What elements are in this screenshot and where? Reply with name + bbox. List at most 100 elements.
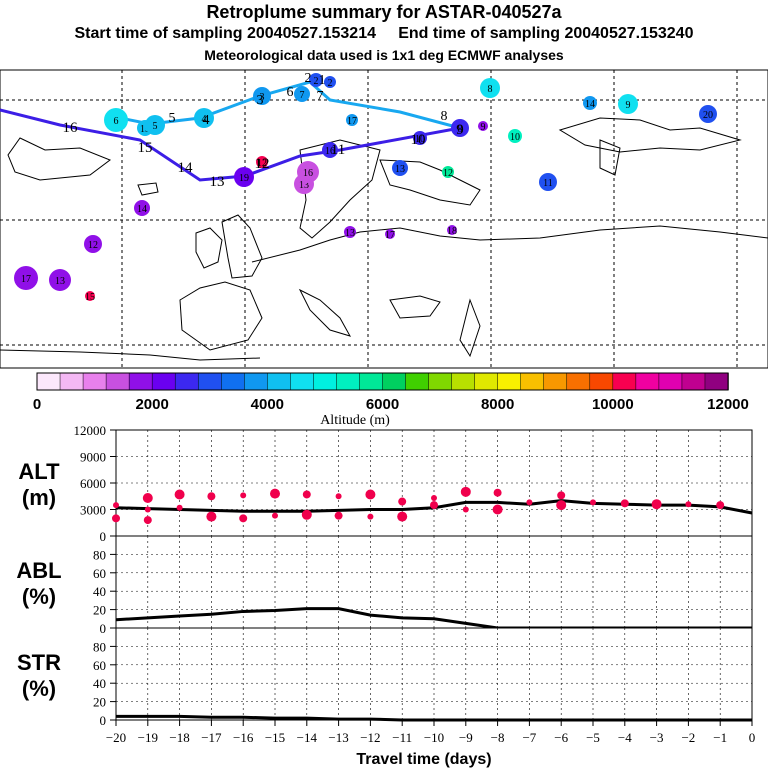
- x-tick-label: −13: [328, 730, 348, 745]
- colorbar-tick-label: 12000: [707, 396, 749, 413]
- cluster-label: 13: [55, 276, 65, 287]
- colorbar-cell: [197, 372, 223, 391]
- cluster-circle: [14, 266, 38, 290]
- cluster-circle: [385, 229, 395, 239]
- cluster-circle: [699, 105, 717, 123]
- panel-alt: 0 3000 6000 9000 12000 ALT(m): [18, 423, 753, 544]
- altitude-cluster-point: [651, 499, 662, 510]
- cluster-label: 11: [543, 178, 553, 189]
- colorbar-tick-label: 2000: [135, 396, 168, 413]
- cluster-circle: [478, 121, 488, 131]
- iceland-coast: [137, 182, 159, 196]
- caspian-coast: [459, 298, 481, 358]
- altitude-cluster-point: [492, 504, 503, 515]
- track-label-10: 10: [411, 132, 426, 148]
- colorbar-title: Altitude (m): [320, 413, 390, 428]
- cluster-label: 9: [481, 122, 486, 133]
- track-label-2: 2: [305, 71, 312, 86]
- x-tick-label: −1: [713, 730, 727, 745]
- colorbar-cell: [105, 372, 130, 391]
- altitude-cluster-point: [176, 504, 183, 511]
- met-data-note: Meteorological data used is 1x1 deg ECMW…: [204, 47, 564, 63]
- track-label-5: 5: [169, 111, 176, 126]
- altitude-cluster-point: [240, 492, 247, 499]
- retroplume-map: 8899101011121212131313131414151516161717…: [0, 69, 768, 369]
- x-tick-label: −15: [265, 730, 285, 745]
- colorbar-cell: [382, 372, 407, 391]
- cluster-label: 16: [325, 146, 335, 157]
- cluster-circle: [322, 142, 338, 158]
- colorbar-cell: [589, 372, 614, 391]
- altitude-cluster-point: [557, 491, 566, 500]
- altitude-cluster-point: [590, 499, 596, 506]
- cluster-label: 13: [345, 228, 355, 239]
- altitude-cluster-point: [398, 497, 407, 506]
- cluster-label: 17: [347, 116, 357, 127]
- black-sea-coast: [389, 295, 441, 319]
- x-tick-label: −19: [138, 730, 158, 745]
- y-axis-label: ABL: [16, 558, 61, 583]
- colorbar-cell: [128, 372, 153, 391]
- y-tick-label: 80: [93, 639, 106, 654]
- track-label-13: 13: [210, 174, 225, 190]
- colorbar-tick-label: 0: [33, 396, 41, 413]
- britain-coast: [221, 214, 263, 279]
- map-graticule: [0, 70, 768, 368]
- y-tick-label: 60: [93, 658, 106, 673]
- colorbar-frame: [36, 372, 729, 391]
- cluster-circle: [413, 131, 427, 145]
- altitude-cluster-point: [365, 489, 376, 500]
- altitude-cluster-point: [431, 495, 437, 502]
- x-tick-label: −8: [491, 730, 505, 745]
- altitude-cluster-point: [272, 512, 278, 519]
- x-tick-label: −11: [392, 730, 412, 745]
- sampling-times: Start time of sampling 20040527.153214 E…: [74, 25, 694, 42]
- cluster-circle: [346, 114, 358, 126]
- x-tick-label: −10: [424, 730, 444, 745]
- altitude-cluster-point: [716, 501, 725, 510]
- x-tick-label: −6: [554, 730, 568, 745]
- colorbar-cell: [405, 372, 430, 391]
- colorbar-tick-labels: 0 2000 4000 6000 8000 10000 12000: [33, 396, 749, 413]
- greenland-coast: [7, 137, 112, 181]
- cluster-label: 12: [88, 240, 98, 251]
- altitude-cluster-point: [460, 486, 471, 497]
- y-tick-label: 0: [100, 713, 107, 728]
- altitude-cluster-point: [239, 514, 248, 523]
- colorbar-cell: [36, 372, 61, 391]
- y-tick-label: 0: [100, 529, 107, 544]
- track-label-8: 8: [441, 109, 448, 124]
- colorbar-tick-label: 4000: [251, 396, 284, 413]
- siberia-coast: [558, 117, 742, 153]
- x-tick-label: −14: [297, 730, 318, 745]
- track-label-3: 3: [257, 93, 264, 108]
- cluster-circle: [256, 156, 268, 168]
- cluster-label: 8: [488, 84, 493, 95]
- cluster-circle: [618, 94, 638, 114]
- cluster-circle: [451, 119, 469, 137]
- cluster-circle: [324, 76, 336, 88]
- colorbar-cell: [428, 372, 453, 391]
- colorbar-cell: [221, 372, 246, 391]
- altitude-cluster-point: [334, 511, 343, 520]
- y-tick-label: 20: [93, 603, 106, 618]
- cluster-circle: [344, 226, 356, 238]
- altitude-cluster-point: [206, 511, 217, 522]
- cluster-label: 8: [458, 124, 463, 135]
- y-tick-label: 9000: [80, 450, 106, 465]
- cluster-circle: [84, 235, 102, 253]
- x-tick-label: −5: [586, 730, 600, 745]
- x-tick-label: −18: [169, 730, 189, 745]
- cluster-circle: [297, 161, 319, 183]
- cluster-label: 20: [703, 110, 713, 121]
- ireland-coast: [195, 227, 223, 269]
- y-tick-label: 40: [93, 584, 106, 599]
- y-axis-label: (%): [22, 676, 56, 701]
- x-axis-label: Travel time (days): [356, 751, 491, 768]
- cluster-circle: [294, 86, 310, 102]
- altitude-colorbar: 0 2000 4000 6000 8000 10000 12000 Altitude (m): [33, 372, 749, 428]
- cluster-label: 4: [202, 114, 207, 125]
- colorbar-cell: [451, 372, 476, 391]
